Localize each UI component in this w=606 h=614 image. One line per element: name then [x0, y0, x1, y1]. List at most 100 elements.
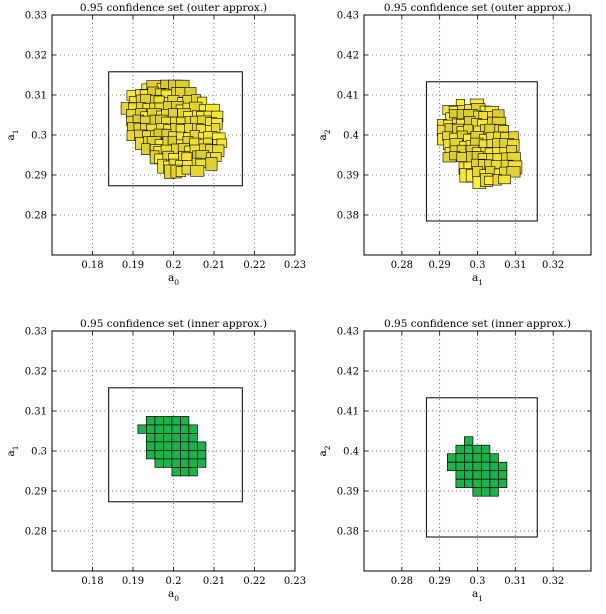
- confidence-region: [120, 79, 228, 179]
- x-tick-label: 0.2: [166, 260, 182, 271]
- region-box: [171, 416, 181, 426]
- y-tick-label: 0.42: [337, 51, 359, 62]
- region-box: [190, 165, 205, 177]
- bounding-box: [108, 71, 243, 187]
- x-tick-label: 0.2: [166, 576, 182, 587]
- region-box: [188, 458, 198, 468]
- region-box: [464, 453, 474, 463]
- x-tick-label: 0.3: [470, 576, 486, 587]
- y-tick-label: 0.38: [337, 527, 359, 538]
- y-tick-label: 0.29: [25, 171, 47, 182]
- y-tick-label: 0.3: [31, 447, 47, 458]
- region-box: [197, 441, 207, 451]
- region-box: [154, 441, 164, 451]
- x-tick-label: 0.18: [81, 260, 103, 271]
- region-box: [180, 441, 190, 451]
- x-tick-label: 0.21: [203, 260, 225, 271]
- region-box: [481, 478, 491, 489]
- region-box: [180, 416, 190, 426]
- region-box: [481, 461, 491, 472]
- region-box: [154, 424, 164, 434]
- chart-panel: 0.28 0.29 0.3 0.31 0.32 0.38 0.39 0.4 0.41 0.42 0.…: [317, 318, 592, 603]
- confidence-region: [137, 416, 207, 477]
- region-box: [141, 143, 151, 156]
- y-tick-label: 0.42: [337, 367, 359, 378]
- x-tick-label: 0.3: [470, 260, 486, 271]
- region-box: [464, 461, 474, 472]
- y-axis-label: a2: [317, 445, 332, 456]
- y-axis-label: a2: [317, 129, 332, 140]
- region-box: [188, 467, 198, 477]
- x-tick-label: 0.22: [243, 576, 265, 587]
- region-box: [489, 461, 499, 472]
- y-tick-label: 0.28: [25, 527, 47, 538]
- region-box: [498, 461, 508, 472]
- x-tick-label: 0.23: [284, 260, 306, 271]
- chart-panel: 0.18 0.19 0.2 0.21 0.22 0.23 0.28 0.29 0.3 0.31 0.…: [5, 2, 306, 287]
- region-box: [455, 444, 465, 455]
- x-tick-label: 0.19: [122, 576, 144, 587]
- confidence-region: [436, 98, 523, 189]
- x-tick-label: 0.28: [391, 260, 413, 271]
- region-box: [180, 424, 190, 434]
- y-tick-label: 0.4: [343, 447, 359, 458]
- region-box: [163, 424, 173, 434]
- region-box: [463, 124, 474, 134]
- region-box: [481, 487, 491, 497]
- region-box: [506, 166, 521, 178]
- x-tick-label: 0.31: [504, 260, 526, 271]
- region-box: [171, 424, 181, 434]
- x-tick-label: 0.29: [429, 260, 451, 271]
- region-box: [171, 450, 181, 460]
- region-box: [472, 461, 482, 472]
- region-box: [197, 450, 207, 460]
- region-box: [146, 424, 156, 434]
- bounding-box: [108, 387, 243, 503]
- x-tick-label: 0.21: [203, 576, 225, 587]
- x-tick-label: 0.28: [391, 576, 413, 587]
- y-tick-label: 0.32: [25, 51, 47, 62]
- region-box: [163, 416, 173, 426]
- x-tick-label: 0.19: [122, 260, 144, 271]
- region-box: [171, 441, 181, 451]
- y-tick-label: 0.33: [25, 327, 47, 338]
- y-tick-label: 0.28: [25, 211, 47, 222]
- region-box: [455, 470, 465, 480]
- region-box: [447, 461, 457, 472]
- y-tick-label: 0.4: [343, 131, 359, 142]
- y-tick-label: 0.29: [25, 487, 47, 498]
- region-box: [455, 461, 465, 472]
- region-box: [168, 108, 178, 119]
- region-box: [181, 152, 193, 162]
- region-box: [464, 444, 474, 455]
- region-box: [472, 444, 482, 455]
- region-box: [163, 450, 173, 460]
- region-box: [154, 450, 164, 460]
- x-tick-label: 0.32: [542, 260, 564, 271]
- x-tick-label: 0.31: [504, 576, 526, 587]
- y-tick-label: 0.39: [337, 171, 359, 182]
- region-box: [455, 478, 465, 489]
- y-tick-label: 0.43: [337, 327, 359, 338]
- region-box: [498, 478, 508, 489]
- region-box: [489, 487, 499, 497]
- region-box: [489, 453, 499, 463]
- region-box: [154, 433, 164, 443]
- y-tick-label: 0.41: [337, 407, 359, 418]
- region-box: [180, 458, 190, 468]
- region-box: [163, 441, 173, 451]
- chart-panel: 0.18 0.19 0.2 0.21 0.22 0.23 0.28 0.29 0.3 0.31 0.…: [5, 318, 306, 603]
- x-tick-label: 0.22: [243, 260, 265, 271]
- region-box: [188, 424, 198, 434]
- y-tick-label: 0.3: [31, 131, 47, 142]
- region-box: [146, 450, 156, 460]
- region-box: [171, 458, 181, 468]
- y-tick-label: 0.41: [337, 91, 359, 102]
- region-box: [464, 436, 474, 446]
- x-tick-label: 0.18: [81, 576, 103, 587]
- x-axis-label: a1: [472, 272, 483, 287]
- y-tick-label: 0.38: [337, 211, 359, 222]
- region-box: [180, 467, 190, 477]
- region-box: [146, 441, 156, 451]
